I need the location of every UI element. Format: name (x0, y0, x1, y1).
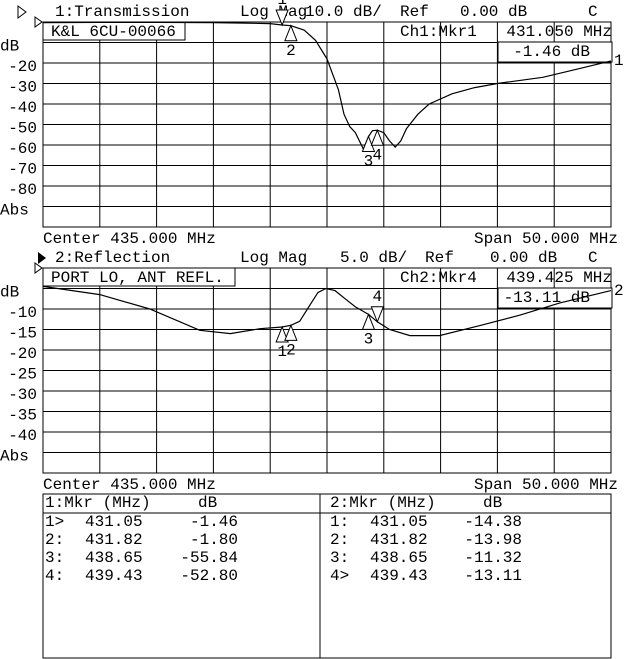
marker (275, 9, 289, 27)
readout-freq: 431.050 MHz (506, 23, 612, 41)
table-value: -13.98 (464, 531, 522, 549)
table-value: -1.80 (190, 531, 238, 549)
table-header: dB (198, 494, 217, 512)
header-flag: C (588, 3, 598, 21)
table-freq: 431.82 (370, 531, 428, 549)
marker-label: 2 (286, 342, 296, 360)
header-ref-label: Ref (425, 249, 454, 267)
y-tick-label: dB (0, 284, 19, 302)
readout-value: -13.11 dB (504, 289, 590, 307)
marker-table-frame (42, 493, 612, 659)
table-marker: 4: (45, 567, 64, 585)
table-freq: 438.65 (370, 549, 428, 567)
table-freq: 431.05 (85, 513, 143, 531)
y-tick-label: Abs (0, 448, 29, 466)
marker-label: 1 (277, 0, 287, 9)
header-ref: 0.00 dB (490, 249, 557, 267)
readout-freq: 439.425 MHz (506, 269, 612, 287)
span: Span 50.000 MHz (474, 476, 618, 494)
marker (370, 306, 385, 324)
marker (275, 325, 289, 343)
marker-label: 4 (373, 288, 383, 306)
marker (284, 24, 298, 42)
table-value: -14.38 (464, 513, 522, 531)
marker (370, 128, 385, 146)
table-marker: 4> (330, 567, 349, 585)
y-tick-label: dB (0, 38, 19, 56)
table-header: 1:Mkr (MHz) (45, 494, 151, 512)
table-value: -13.11 (464, 567, 522, 585)
table-marker: 1: (330, 513, 349, 531)
trace (42, 285, 612, 337)
table-freq: 439.43 (85, 567, 143, 585)
marker-label: 1 (277, 343, 287, 361)
reference-arrow (34, 16, 43, 28)
trace-title: PORT LO, ANT REFL. (51, 269, 224, 287)
table-value: -55.84 (180, 549, 238, 567)
title-box (42, 267, 236, 287)
y-tick-label: -35 (8, 407, 37, 425)
channel-1-indicator (17, 5, 27, 19)
header-scale: 10.0 dB/ (305, 3, 382, 21)
span: Span 50.000 MHz (474, 230, 618, 248)
marker (361, 313, 376, 330)
header-channel: 1:Transmission (55, 3, 189, 21)
y-tick-label: -70 (8, 161, 37, 179)
marker-label: 3 (364, 153, 374, 171)
y-tick-label: Abs (0, 202, 29, 220)
y-tick-label: -10 (8, 304, 37, 322)
readout-box (497, 287, 613, 309)
table-value: -1.46 (190, 513, 238, 531)
marker-label: 4 (373, 146, 383, 164)
table-value: -11.32 (464, 549, 522, 567)
header-ref: 0.00 dB (460, 3, 527, 21)
table-marker: 2: (45, 531, 64, 549)
table-freq: 431.05 (370, 513, 428, 531)
trace-label: 1 (614, 52, 624, 70)
y-tick-label: -15 (8, 325, 37, 343)
readout-box (497, 41, 613, 63)
center-frequency: Center 435.000 MHz (43, 230, 216, 248)
trace-label: 2 (614, 282, 624, 300)
channel-2-indicator (38, 252, 46, 264)
table-marker: 3: (45, 549, 64, 567)
y-tick-label: -40 (8, 99, 37, 117)
table-freq: 431.82 (85, 531, 143, 549)
y-tick-label: -80 (8, 181, 37, 199)
header-ref-label: Ref (400, 3, 429, 21)
y-tick-label: -25 (8, 366, 37, 384)
table-header: 2:Mkr (MHz) (330, 494, 436, 512)
y-tick-label: -30 (8, 79, 37, 97)
table-freq: 438.65 (85, 549, 143, 567)
y-tick-label: -60 (8, 140, 37, 158)
table-freq: 439.43 (370, 567, 428, 585)
header-format: Log Mag (240, 3, 307, 21)
header-format: Log Mag (240, 249, 307, 267)
y-tick-label: -30 (8, 386, 37, 404)
reference-arrow (34, 262, 43, 274)
table-marker: 2: (330, 531, 349, 549)
y-tick-label: -40 (8, 427, 37, 445)
readout-channel: Ch1:Mkr1 (400, 23, 477, 41)
marker-label: 3 (364, 331, 374, 349)
table-marker: 3: (330, 549, 349, 567)
y-tick-label: -50 (8, 120, 37, 138)
marker (284, 323, 298, 341)
marker-label: 2 (286, 42, 296, 60)
table-value: -52.80 (180, 567, 238, 585)
trace-title: K&L 6CU-00066 (51, 23, 176, 41)
header-scale: 5.0 dB/ (340, 249, 407, 267)
header-flag: C (588, 249, 598, 267)
readout-channel: Ch2:Mkr4 (400, 269, 477, 287)
header-channel: 2:Reflection (55, 249, 170, 267)
y-tick-label: -20 (8, 58, 37, 76)
center-frequency: Center 435.000 MHz (43, 476, 216, 494)
table-header: dB (483, 494, 502, 512)
readout-value: -1.46 dB (513, 43, 590, 61)
table-marker: 1> (45, 513, 64, 531)
y-tick-label: -20 (8, 345, 37, 363)
